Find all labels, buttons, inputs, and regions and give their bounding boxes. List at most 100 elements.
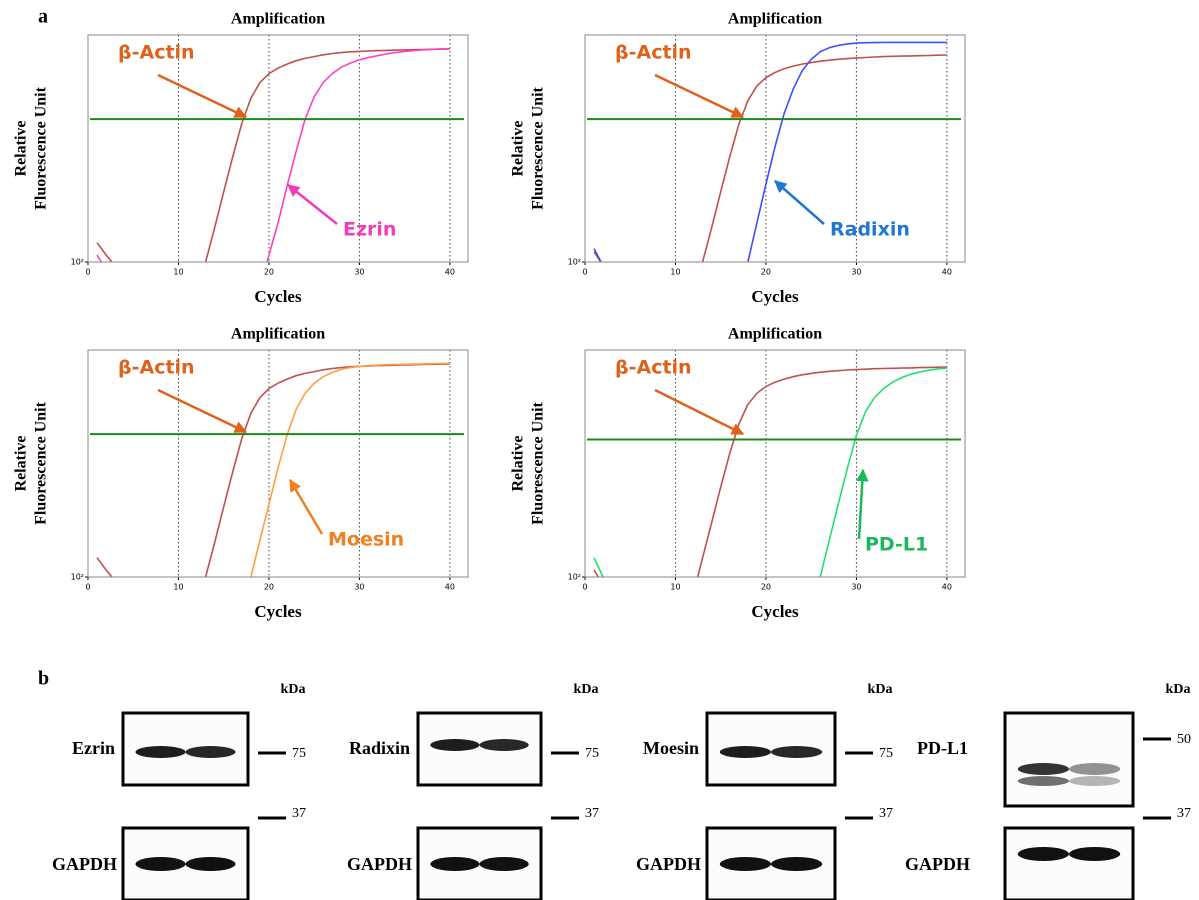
band: [771, 857, 822, 871]
band: [720, 746, 771, 758]
x-tick-label: 40: [942, 583, 952, 592]
y-axis-label: Relative: [510, 121, 527, 177]
blot-frame: [1005, 828, 1133, 900]
marker-label: 75: [292, 746, 306, 761]
x-tick-label: 10: [173, 268, 183, 277]
y-axis-label: Relative: [13, 436, 30, 492]
control-label: GAPDH: [636, 854, 701, 874]
panel-label: a: [38, 6, 48, 28]
x-tick-label: 0: [85, 268, 90, 277]
x-tick-label: 10: [173, 583, 183, 592]
band: [1018, 776, 1069, 786]
series-line: [594, 368, 947, 635]
arrow: [655, 390, 743, 434]
x-tick-label: 0: [85, 583, 90, 592]
x-tick-label: 0: [582, 268, 587, 277]
series-label: Moesin: [328, 529, 404, 551]
x-tick-label: 30: [354, 268, 364, 277]
series-line: [97, 49, 450, 321]
band: [480, 739, 529, 751]
y-axis-label: Fluorescence Unit: [33, 401, 50, 524]
series-line: [97, 363, 450, 635]
blot-frame: [1005, 713, 1133, 806]
plot-area: [97, 49, 450, 321]
arrow: [859, 470, 863, 539]
protein-label: Ezrin: [72, 738, 115, 758]
series-label: β-Actin: [118, 357, 195, 379]
series-label: Radixin: [830, 219, 910, 241]
band: [1069, 847, 1120, 861]
chart-title: Amplification: [231, 11, 325, 28]
x-tick-label: 20: [761, 583, 771, 592]
arrow: [158, 390, 246, 432]
x-tick-label: 30: [851, 268, 861, 277]
marker-label: 75: [585, 746, 599, 761]
band: [136, 857, 186, 871]
y-axis-label: Relative: [13, 121, 30, 177]
unit-label: kDa: [281, 682, 306, 697]
x-tick-label: 10: [670, 583, 680, 592]
x-axis-label: Cycles: [254, 287, 302, 306]
y-tick-label: 10²: [568, 258, 581, 267]
plot-area: [97, 363, 450, 635]
x-tick-label: 30: [354, 583, 364, 592]
arrow: [290, 480, 322, 534]
plot-area: [594, 367, 947, 636]
control-label: GAPDH: [52, 854, 117, 874]
band: [1018, 847, 1069, 861]
y-axis-label: Fluorescence Unit: [530, 86, 547, 209]
x-axis-label: Cycles: [751, 602, 799, 621]
series-label: β-Actin: [118, 42, 195, 64]
x-tick-label: 40: [445, 583, 455, 592]
x-tick-label: 20: [264, 268, 274, 277]
marker-label: 50: [1177, 732, 1191, 747]
blot-frame: [418, 713, 541, 785]
chart-title: Amplification: [728, 11, 822, 28]
protein-label: Moesin: [643, 738, 699, 758]
series-label: β-Actin: [615, 42, 692, 64]
band: [720, 857, 771, 871]
x-tick-label: 0: [582, 583, 587, 592]
band: [186, 746, 236, 758]
marker-label: 37: [292, 806, 306, 821]
marker-label: 37: [879, 806, 893, 821]
y-tick-label: 10²: [71, 258, 84, 267]
y-tick-label: 10²: [71, 573, 84, 582]
band: [480, 857, 529, 871]
band: [1069, 776, 1120, 786]
marker-label: 75: [879, 746, 893, 761]
x-tick-label: 10: [670, 268, 680, 277]
x-tick-label: 30: [851, 583, 861, 592]
band: [430, 857, 479, 871]
arrow: [288, 185, 337, 224]
y-tick-label: 10²: [568, 573, 581, 582]
band: [771, 746, 822, 758]
protein-label: PD-L1: [917, 738, 968, 758]
control-label: GAPDH: [347, 854, 412, 874]
x-tick-label: 20: [264, 583, 274, 592]
band: [136, 746, 186, 758]
plot-area: [594, 42, 947, 320]
series-label: Ezrin: [343, 219, 396, 241]
y-axis-label: Relative: [510, 436, 527, 492]
arrow: [655, 75, 743, 117]
figure: a b AmplificationCyclesRelativeFluoresce…: [0, 0, 1199, 900]
x-tick-label: 40: [445, 268, 455, 277]
marker-label: 37: [1177, 806, 1191, 821]
arrow: [158, 75, 246, 117]
panel-label: b: [38, 668, 49, 690]
series-label: PD-L1: [865, 534, 928, 556]
y-axis-label: Fluorescence Unit: [33, 86, 50, 209]
unit-label: kDa: [868, 682, 893, 697]
band: [1069, 763, 1120, 775]
band: [1018, 763, 1069, 775]
chart-title: Amplification: [728, 326, 822, 343]
arrow: [775, 181, 824, 224]
series-label: β-Actin: [615, 357, 692, 379]
x-tick-label: 40: [942, 268, 952, 277]
series-line: [594, 42, 947, 320]
x-tick-label: 20: [761, 268, 771, 277]
x-axis-label: Cycles: [254, 602, 302, 621]
x-axis-label: Cycles: [751, 287, 799, 306]
band: [430, 739, 479, 751]
